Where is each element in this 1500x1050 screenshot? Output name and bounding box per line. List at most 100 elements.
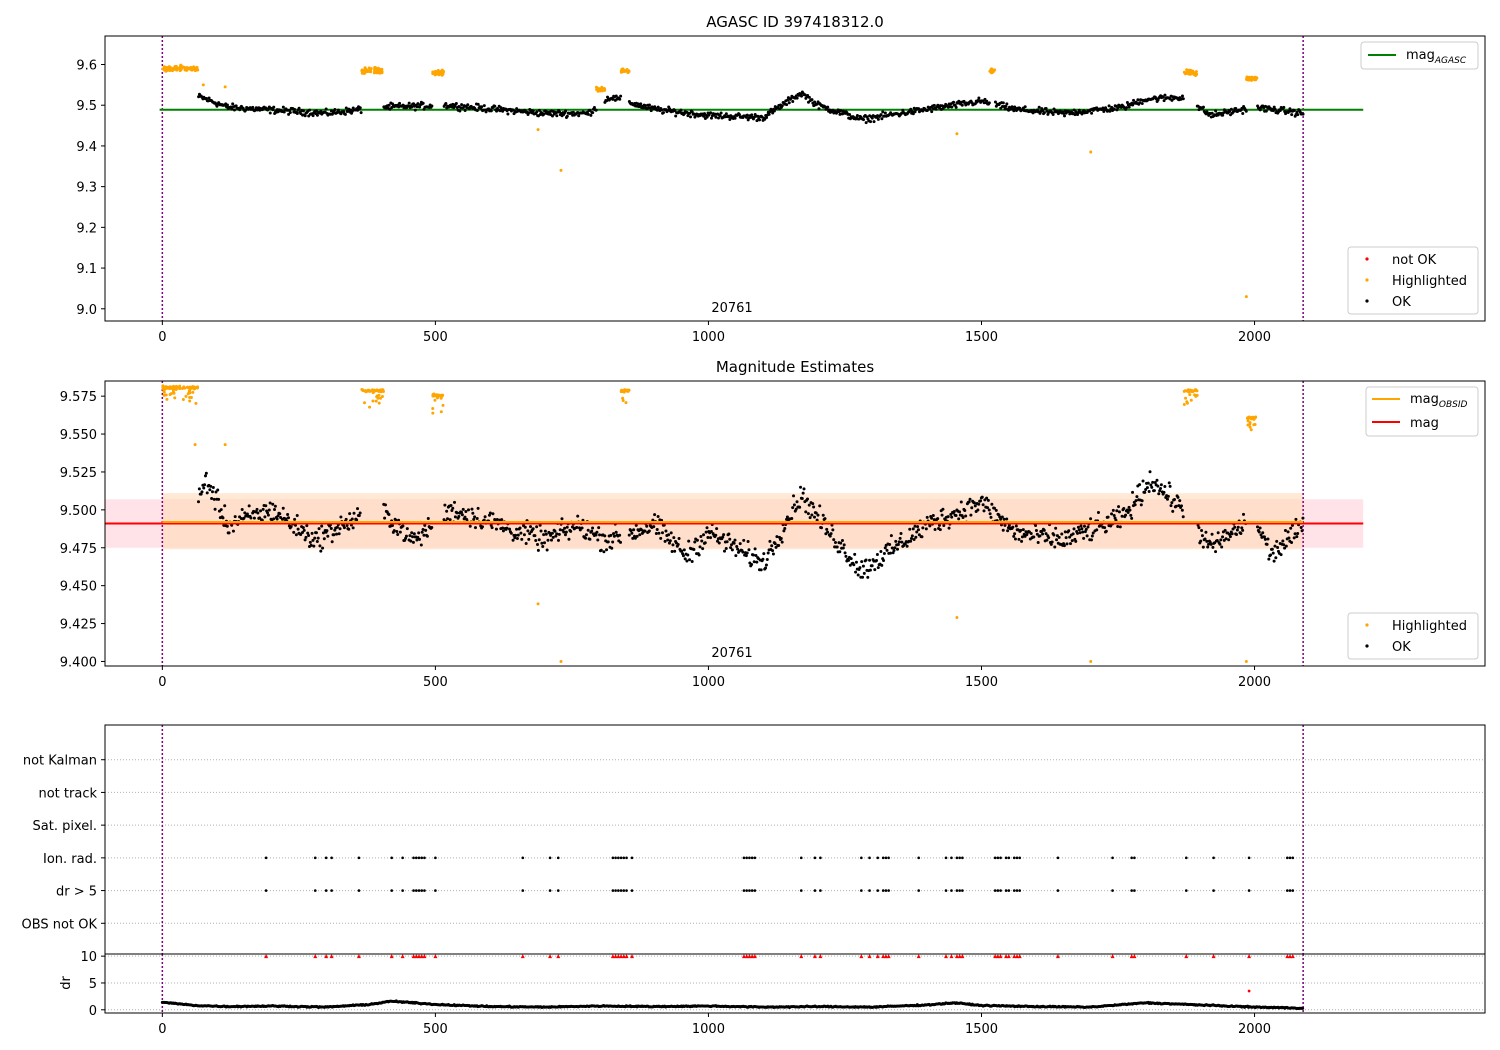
ok-point [959, 500, 963, 504]
flags-ticks: OBS not OK dr > 5 Ion. rad. Sat. pixel. not … [22, 754, 105, 932]
ok-point [347, 527, 351, 531]
ok-point [643, 103, 647, 107]
ok-point [535, 110, 539, 114]
flag-point [996, 889, 1000, 892]
highlighted-point [1244, 295, 1248, 299]
dr-y-tick-label-0: 0 [89, 1004, 97, 1019]
highlighted-point [162, 393, 166, 397]
y-tick-label-6: 9.6 [76, 59, 97, 74]
ok-point [741, 550, 745, 554]
ok-point [355, 518, 359, 522]
highlighted-point [193, 443, 197, 447]
ok-point [762, 552, 766, 556]
ok-point [612, 534, 616, 538]
ok-point [666, 538, 670, 542]
ok-point [1199, 539, 1203, 543]
ok-point [535, 525, 539, 529]
ok-point [1017, 537, 1021, 541]
ok-point [463, 515, 467, 519]
dr-clipped-marker [883, 954, 888, 959]
ok-point [1005, 517, 1009, 521]
ok-point [685, 559, 689, 563]
ok-point [1292, 109, 1296, 113]
ok-point [950, 105, 954, 109]
flag-point [813, 889, 817, 892]
ok-point [475, 516, 479, 520]
ok-point [702, 533, 706, 537]
ok-point [876, 117, 880, 121]
ok-point [916, 525, 920, 529]
ok-point [528, 532, 532, 536]
flags-plot-area [105, 725, 1485, 954]
ok-point [958, 510, 962, 514]
flag-point [868, 856, 871, 860]
highlighted-point [1192, 389, 1196, 393]
ok-point [358, 106, 362, 110]
ok-point [586, 528, 590, 532]
ok-point [812, 505, 816, 509]
ok-point [411, 535, 415, 539]
highlighted-point [1249, 78, 1253, 82]
legend-label-mag-obsid: mag [1410, 392, 1439, 407]
ok-point [1112, 107, 1116, 111]
dr-clipped-marker [799, 954, 804, 959]
ok-point [862, 571, 866, 575]
flag-point [264, 889, 268, 892]
flag-point [324, 856, 328, 860]
ok-point [1006, 529, 1010, 533]
ok-point [1041, 532, 1045, 536]
flag-point [1015, 889, 1019, 892]
flag-point [548, 856, 552, 860]
ok-point [868, 568, 872, 572]
ok-point [326, 534, 330, 538]
ok-point [282, 110, 286, 114]
ok-point [301, 526, 305, 530]
highlighted-point [378, 71, 382, 75]
ok-point [490, 526, 494, 530]
ok-point [931, 513, 935, 517]
highlighted-point [184, 394, 188, 398]
ok-point [1072, 527, 1076, 531]
flag-point [611, 889, 615, 892]
ok-point [576, 514, 580, 518]
ok-point [764, 566, 768, 570]
ok-point [390, 106, 394, 110]
flag-point [617, 889, 620, 892]
highlighted-point [1249, 428, 1253, 432]
dr-clipped-marker [1184, 954, 1189, 959]
magnitude-plot-area [105, 381, 1364, 666]
ok-point [910, 534, 914, 538]
flag-point [750, 856, 754, 860]
ok-point [471, 511, 475, 515]
ok-point [1050, 540, 1054, 544]
dr-clipped-marker [616, 954, 621, 959]
ok-point [688, 111, 692, 115]
ok-point [564, 530, 568, 534]
ok-point [839, 109, 843, 113]
ok-point [487, 513, 491, 517]
ok-point [953, 103, 957, 107]
x-tick-label-2000: 2000 [1238, 330, 1271, 345]
highlighted-point [1089, 150, 1093, 154]
highlighted-point [368, 405, 372, 409]
ok-point [213, 507, 217, 511]
flag-point [1004, 889, 1008, 892]
dr-clipped-marker [818, 954, 823, 959]
ok-point [1089, 538, 1093, 542]
highlighted-point [372, 389, 376, 393]
ok-point [1178, 499, 1182, 503]
ok-point [296, 527, 300, 531]
ok-point [1131, 490, 1135, 494]
highlighted-point [183, 386, 187, 390]
flag-point [961, 856, 964, 860]
legend-box [1347, 246, 1479, 315]
ok-point [594, 533, 598, 537]
ok-point [210, 496, 214, 500]
highlighted-point [1248, 422, 1252, 426]
ok-point [992, 506, 996, 510]
ok-point [1210, 532, 1214, 536]
flag-point [619, 856, 623, 860]
ok-point [255, 507, 259, 511]
ok-point [940, 513, 944, 517]
dr-clipped-marker [859, 954, 864, 959]
